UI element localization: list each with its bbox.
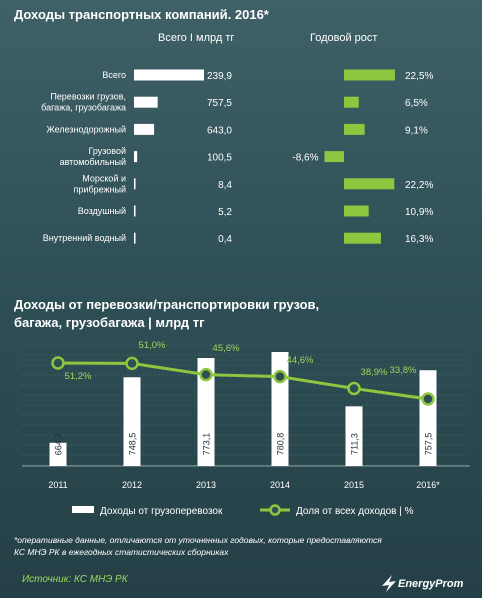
chart1-total-value: 643,0 <box>207 125 232 136</box>
chart1-total-value: 8,4 <box>218 180 232 191</box>
lightning-icon <box>382 575 396 592</box>
chart1-growth-bar <box>344 96 359 108</box>
chart1-category-label: автомобильный <box>60 157 126 167</box>
chart1-growth-bar <box>344 205 369 217</box>
chart2-share-point <box>347 381 361 396</box>
chart2-bar-value: 748,5 <box>128 433 138 456</box>
chart2-share-line: 51,2% 51,0% 45,6% 44,6% 38,9% 33,8% <box>51 340 435 406</box>
chart2-x-tick: 2013 <box>196 480 216 490</box>
chart1-total-bar <box>134 69 204 81</box>
chart1-growth-value: 22,2% <box>405 180 433 191</box>
chart2-x-tick: 2016* <box>416 480 440 490</box>
chart2-bar-value: 664,7 <box>54 433 64 456</box>
chart1-category-label: Воздушный <box>78 206 126 216</box>
chart1-left-header: Всего I млрд тг <box>158 32 234 44</box>
panel-freight-revenue <box>0 286 482 598</box>
chart1-total-value: 0,4 <box>218 234 232 245</box>
footnote-line-2: КС МНЭ РК в ежегодных статистических сбо… <box>14 547 229 557</box>
energyprom-logo: EnergyProm <box>382 575 464 592</box>
chart2-x-tick: 2012 <box>122 480 142 490</box>
chart1-total-bars: 2 239,9 757,5 643,0 100,5 8,4 5,2 0,4 <box>134 69 233 245</box>
chart1-growth-bar <box>344 178 395 190</box>
chart1-total-bar <box>134 151 138 163</box>
chart2-x-tick: 2011 <box>48 480 67 490</box>
chart2-share-point <box>125 356 139 371</box>
chart2-bar-value: 757,5 <box>424 433 434 456</box>
chart1-total-bar <box>134 205 136 217</box>
chart1-growth-bars: 22,5% 6,5% 9,1% -8,6% 22,2% 10,9% 16,3% <box>292 69 433 245</box>
chart1-growth-value: -8,6% <box>292 153 318 164</box>
chart2-x-ticks: 2011 2012 2013 2014 2015 2016* <box>48 480 440 490</box>
chart1-growth-value: 16,3% <box>405 234 433 245</box>
chart2-share-label: 44,6% <box>287 355 314 366</box>
legend-bar-swatch <box>72 506 94 513</box>
source-label: Источник: КС МНЭ РК <box>22 574 129 585</box>
chart1-total-bar <box>134 232 136 244</box>
chart1-category-label: Железнодорожный <box>46 124 126 134</box>
chart2-share-label: 33,8% <box>390 365 417 376</box>
brand-name: EnergyProm <box>398 578 464 590</box>
chart2-share-label: 51,0% <box>139 340 166 351</box>
chart2-x-tick: 2014 <box>270 480 290 490</box>
chart1-total-bar <box>134 96 158 108</box>
chart1-category-label: прибрежный <box>74 184 126 194</box>
chart2-bar <box>345 406 363 466</box>
legend-bar-label: Доходы от грузоперевозок <box>100 506 223 517</box>
chart1-category-label: Всего <box>102 70 126 80</box>
chart1-growth-bar <box>344 123 365 135</box>
chart2-share-label: 51,2% <box>65 371 92 382</box>
chart1-growth-bar <box>344 232 381 244</box>
chart2-share-point <box>199 367 213 382</box>
chart1-growth-value: 6,5% <box>405 98 428 109</box>
chart2-share-point <box>421 392 435 406</box>
legend-line-marker <box>269 504 281 516</box>
chart2-title-line-2: багажа, грузобагажа | млрд тг <box>14 315 205 330</box>
chart1-category-label: Грузовой <box>88 146 126 156</box>
chart1-right-header: Годовой рост <box>310 32 377 44</box>
chart1-category-label: багажа, грузобагажа <box>41 103 126 113</box>
chart1-total-bar <box>134 178 136 190</box>
chart1-category-labels: Всего Перевозки грузов,багажа, грузобагаж… <box>41 70 126 243</box>
chart2-share-label: 45,6% <box>213 343 240 354</box>
chart1-category-label: Морской и <box>82 173 126 183</box>
chart2-bar <box>123 377 141 466</box>
chart2-bar <box>49 442 67 466</box>
chart1-total-value: 5,2 <box>218 207 232 218</box>
chart2-share-point <box>273 369 287 384</box>
footnote-line-1: *оперативные данные, отличаются от уточн… <box>14 535 382 545</box>
chart1-total-value: 757,5 <box>207 98 232 109</box>
chart2-bar-value: 773,1 <box>202 433 212 456</box>
chart1-growth-bar <box>344 69 395 81</box>
chart1-title: Доходы транспортных компаний. 2016* <box>14 7 270 22</box>
chart1-growth-value: 10,9% <box>405 207 433 218</box>
chart1-category-label: Внутренний водный <box>43 233 126 243</box>
chart2-share-polyline <box>57 361 429 401</box>
chart1-growth-value: 22,5% <box>405 71 433 82</box>
chart2-share-point <box>51 356 65 370</box>
chart1-category-label: Перевозки грузов, <box>50 92 126 102</box>
chart1-total-bar <box>134 123 155 135</box>
chart2-bar <box>197 358 215 466</box>
chart1-growth-value: 9,1% <box>405 125 428 136</box>
chart1-total-value: 100,5 <box>207 153 232 164</box>
chart2-share-label: 38,9% <box>361 367 388 378</box>
chart2-x-tick: 2015 <box>344 480 364 490</box>
chart1-growth-bar <box>324 151 344 163</box>
chart2-title-line-1: Доходы от перевозки/транспортировки груз… <box>14 297 319 312</box>
chart2-bar-value: 711,3 <box>350 433 360 455</box>
chart1-total-value: 2 239,9 <box>199 71 233 82</box>
legend-line-label: Доля от всех доходов | % <box>296 506 414 517</box>
chart2-bar-value: 780,8 <box>276 433 286 456</box>
panel-revenue-2016 <box>0 0 482 286</box>
